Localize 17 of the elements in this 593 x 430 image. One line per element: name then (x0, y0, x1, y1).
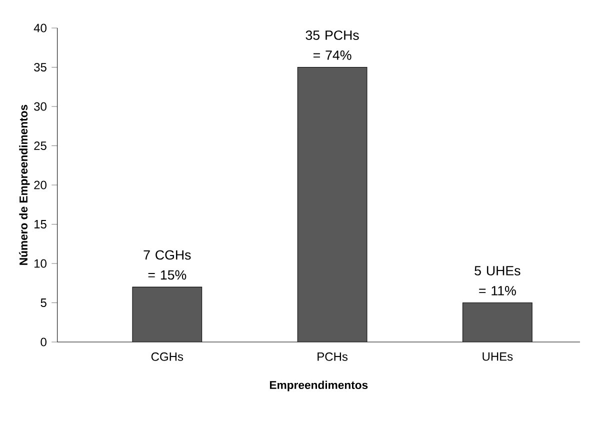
x-tick-label: CGHs (151, 352, 184, 361)
y-tick-label: 40 (34, 24, 46, 32)
data-label: 7 CGHs = 15% (144, 250, 191, 280)
y-tick-label: 25 (34, 142, 46, 150)
data-label: 5 UHEs = 11% (474, 266, 520, 296)
y-tick-label: 20 (34, 180, 46, 190)
x-tick-label: UHEs (482, 352, 513, 361)
y-axis-title: Número de Empreendimentos (19, 104, 30, 265)
y-tick-label: 30 (34, 102, 46, 111)
y-tick-label: 5 (40, 298, 46, 307)
y-tick-label: 35 (34, 63, 46, 72)
x-tick-label: PCHs (318, 352, 348, 361)
data-label: 35 PCHs = 74% (306, 30, 359, 60)
x-axis-title: Empreendimentos (270, 380, 368, 392)
y-tick-label: 10 (34, 259, 46, 268)
y-tick-label: 0 (40, 338, 46, 346)
y-tick-label: 15 (34, 220, 46, 228)
